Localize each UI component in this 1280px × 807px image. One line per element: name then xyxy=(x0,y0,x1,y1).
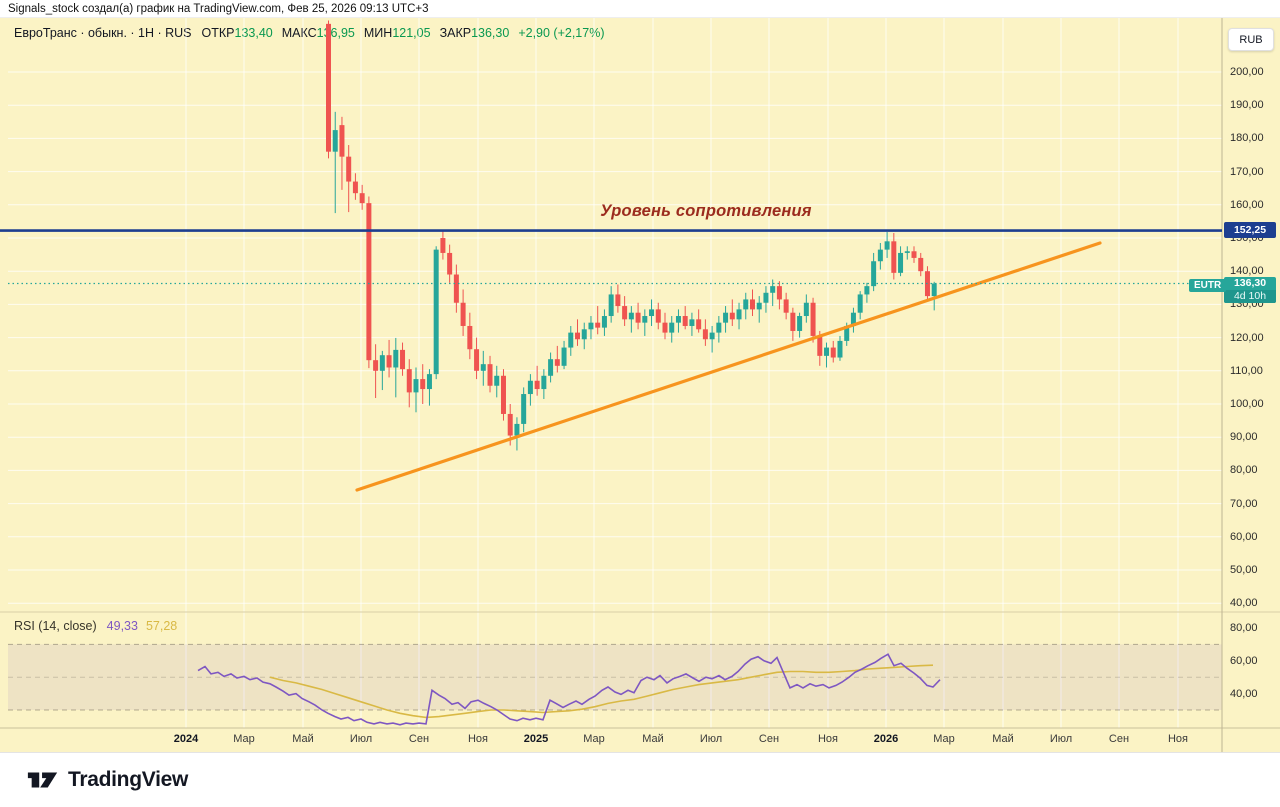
resistance-price-label: 152,25 xyxy=(1224,222,1276,238)
price-tick: 140,00 xyxy=(1230,265,1264,278)
time-tick: Ноя xyxy=(467,733,489,745)
currency-button[interactable]: RUB xyxy=(1228,28,1274,51)
time-tick: Май xyxy=(992,733,1014,745)
time-tick: Мар xyxy=(233,733,255,745)
rsi-ma-value: 57,28 xyxy=(145,619,178,633)
price-tick: 110,00 xyxy=(1230,364,1263,377)
change-value: +2,90 (+2,17%) xyxy=(518,26,605,40)
last-price-label: 136,30 4d 10h xyxy=(1224,277,1276,303)
price-tick: 40,00 xyxy=(1230,597,1258,610)
rsi-tick: 60,00 xyxy=(1230,654,1258,667)
time-tick: Ноя xyxy=(1167,733,1189,745)
rsi-tick: 80,00 xyxy=(1230,622,1258,634)
time-tick: Мар xyxy=(583,733,605,745)
price-tick: 180,00 xyxy=(1230,132,1264,145)
time-tick: Июл xyxy=(699,733,723,745)
time-tick: Сен xyxy=(758,733,780,745)
tradingview-mark-icon xyxy=(27,772,58,788)
last-price-value: 136,30 xyxy=(1233,277,1267,289)
footer: TradingView xyxy=(0,752,1280,807)
price-tick: 200,00 xyxy=(1230,66,1264,78)
time-tick: Мар xyxy=(933,733,955,745)
time-tick: Июл xyxy=(349,733,373,745)
time-tick: Июл xyxy=(1049,733,1073,745)
close-pair: ЗАКР136,30 xyxy=(439,26,510,40)
price-tick: 80,00 xyxy=(1230,464,1258,477)
price-tick: 190,00 xyxy=(1230,99,1264,112)
price-tick: 160,00 xyxy=(1230,198,1264,211)
price-tick: 60,00 xyxy=(1230,530,1258,543)
attribution-bar: Signals_stock создал(а) график на Tradin… xyxy=(0,0,1280,18)
time-tick: Май xyxy=(292,733,314,745)
low-pair: МИН121,05 xyxy=(363,26,431,40)
time-tick: 2025 xyxy=(523,733,549,745)
chart-area[interactable]: ЕвроТранс · обыкн. · 1Н · RUS ОТКР133,40… xyxy=(0,18,1280,752)
resistance-annotation[interactable]: Уровень сопротивления xyxy=(600,202,812,220)
time-tick: Сен xyxy=(408,733,430,745)
symbol-tag: EUTR xyxy=(1189,279,1227,292)
price-tick: 50,00 xyxy=(1230,564,1258,576)
price-chart[interactable] xyxy=(0,18,1280,752)
rsi-title[interactable]: RSI (14, close) xyxy=(14,619,97,633)
price-tick: 120,00 xyxy=(1230,331,1264,344)
tradingview-logo[interactable]: TradingView xyxy=(26,766,188,794)
price-tick: 90,00 xyxy=(1230,431,1258,444)
time-tick: Май xyxy=(642,733,664,745)
bar-countdown: 4d 10h xyxy=(1224,290,1276,303)
rsi-value: 49,33 xyxy=(106,619,138,633)
symbol-title[interactable]: ЕвроТранс · обыкн. · 1Н · RUS xyxy=(14,26,192,40)
time-tick: 2024 xyxy=(173,733,199,745)
rsi-tick: 40,00 xyxy=(1230,687,1258,700)
time-tick: 2026 xyxy=(873,733,899,745)
time-tick: Ноя xyxy=(817,733,839,745)
price-tick: 170,00 xyxy=(1230,165,1264,178)
attribution-text: Signals_stock создал(а) график на Tradin… xyxy=(8,2,429,15)
tradingview-logo-text: TradingView xyxy=(68,768,189,791)
rsi-legend: RSI (14, close) 49,33 57,28 xyxy=(14,619,177,633)
time-tick: Сен xyxy=(1108,733,1130,745)
price-tick: 100,00 xyxy=(1230,398,1264,410)
price-tick: 70,00 xyxy=(1230,497,1258,510)
